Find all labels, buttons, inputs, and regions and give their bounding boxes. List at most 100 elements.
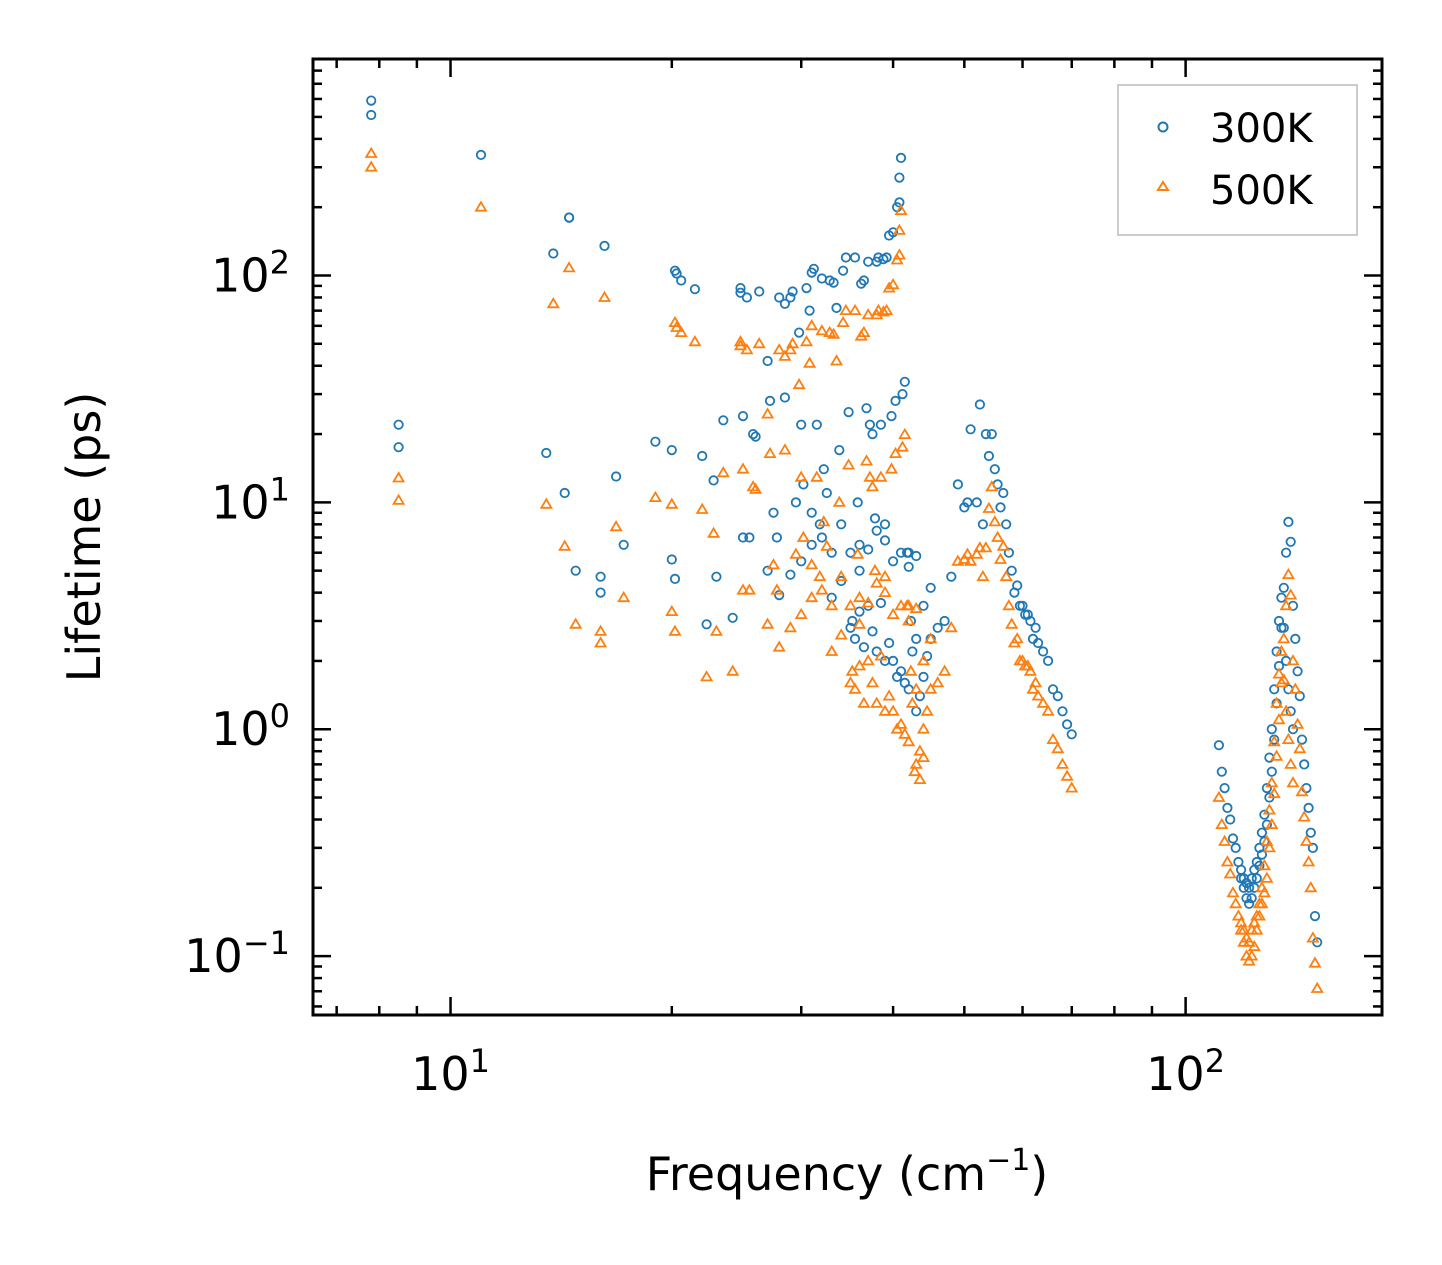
data-point (837, 265, 849, 276)
data-point (1046, 732, 1060, 744)
data-point (1245, 923, 1259, 935)
data-point (779, 392, 791, 403)
data-point (879, 535, 891, 546)
data-point (783, 621, 797, 633)
data-point (878, 569, 892, 582)
data-point (813, 569, 827, 582)
data-point (839, 303, 853, 316)
data-point (1055, 757, 1070, 769)
data-point (599, 240, 610, 251)
data-point (1230, 842, 1241, 854)
data-point (886, 607, 900, 619)
data-point (842, 458, 856, 470)
legend-marker-500k (1156, 180, 1170, 191)
data-point (1245, 949, 1259, 961)
data-point (920, 704, 934, 716)
data-point (1220, 855, 1234, 867)
data-point (854, 606, 865, 617)
legend: 300K 500K (1117, 84, 1358, 236)
data-point (887, 556, 899, 567)
data-point (1279, 704, 1293, 716)
data-point (771, 532, 783, 543)
data-point (810, 470, 824, 482)
data-point (558, 539, 572, 551)
data-point (783, 343, 797, 355)
data-point (895, 440, 910, 452)
data-point (1066, 729, 1077, 740)
data-point (665, 497, 679, 509)
data-point (546, 297, 560, 309)
data-point (594, 636, 608, 648)
data-point (1218, 834, 1232, 846)
data-point (610, 471, 622, 482)
data-point (688, 335, 702, 347)
data-point (594, 624, 608, 636)
data-point (1277, 673, 1291, 685)
data-point (952, 479, 964, 490)
data-point (1266, 724, 1277, 735)
data-point (1229, 897, 1243, 909)
data-point (595, 587, 606, 598)
data-point (974, 399, 986, 410)
data-point (811, 419, 822, 430)
data-point (1052, 690, 1063, 702)
data-point (1242, 935, 1256, 947)
data-point (894, 599, 908, 611)
data-point (1062, 719, 1073, 730)
data-point (991, 530, 1005, 542)
data-point (888, 446, 903, 459)
x-axis-label: Frequency (cm−1) (646, 1143, 1049, 1201)
data-point (740, 343, 754, 355)
data-point (1284, 757, 1298, 769)
y-tick-label: 10−1 (184, 924, 290, 983)
data-point (749, 482, 763, 494)
data-point (825, 644, 839, 656)
data-point (563, 212, 575, 223)
data-point (1293, 742, 1307, 754)
data-point (1041, 704, 1055, 716)
data-point (993, 552, 1008, 564)
data-point (857, 696, 871, 708)
data-point (609, 520, 623, 532)
data-point (1290, 633, 1301, 645)
data-point (976, 569, 990, 582)
data-point (843, 599, 858, 611)
data-point (829, 354, 844, 366)
data-point (834, 569, 848, 582)
data-point (870, 696, 884, 708)
data-point (879, 519, 891, 530)
data-point (1284, 588, 1298, 600)
data-point (1010, 632, 1024, 644)
data-point (718, 415, 729, 426)
data-point (867, 626, 878, 637)
data-point (1286, 654, 1300, 666)
data-point (805, 558, 819, 570)
data-point (1287, 724, 1299, 735)
data-point (1305, 827, 1316, 838)
data-point (1255, 881, 1269, 893)
data-point (831, 302, 842, 313)
data-point (805, 590, 819, 603)
data-point (1281, 547, 1292, 558)
data-point (1244, 882, 1255, 893)
data-point (895, 666, 907, 677)
data-point (1283, 516, 1294, 528)
data-point (793, 327, 805, 338)
data-point (674, 325, 688, 338)
data-point (1292, 666, 1303, 677)
data-point (1033, 637, 1044, 649)
data-point (909, 601, 923, 614)
data-point (1237, 923, 1251, 935)
data-point (1261, 782, 1273, 794)
data-point (932, 622, 943, 633)
data-point (854, 565, 865, 576)
data-point (648, 490, 662, 503)
data-point (1012, 580, 1023, 591)
data-point (924, 682, 938, 694)
data-point (902, 735, 916, 747)
data-point (871, 525, 882, 536)
data-point (618, 539, 629, 550)
data-point (1260, 871, 1274, 883)
data-point (882, 689, 896, 701)
data-point (1306, 931, 1320, 943)
